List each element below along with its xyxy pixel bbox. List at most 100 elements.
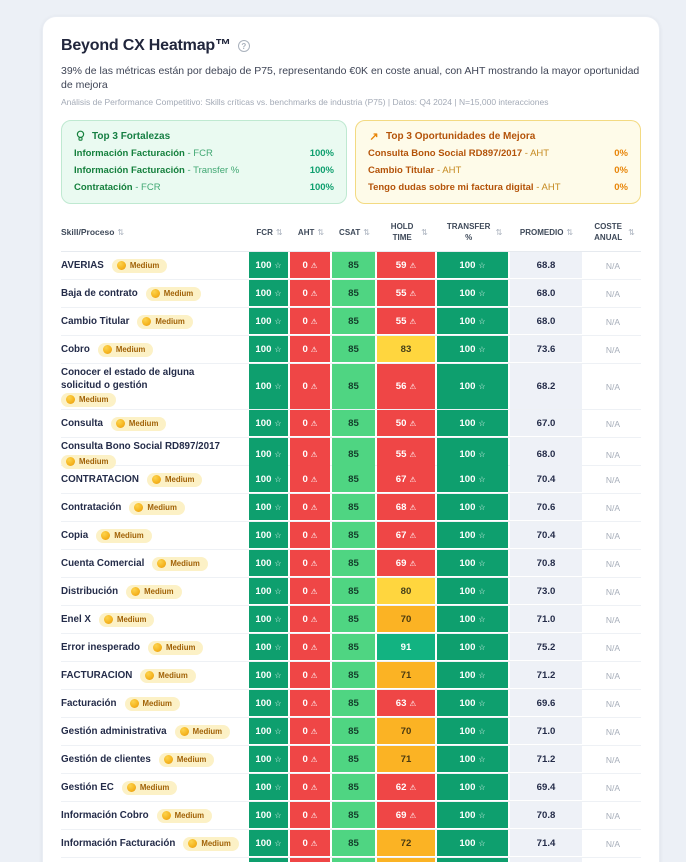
item-metric: - FCR [132,182,161,194]
sort-icon[interactable]: ⇅ [117,227,125,237]
aht-cell: 0⚠ [290,550,330,577]
sort-icon[interactable]: ⇅ [275,227,283,237]
priority-badge: Medium [174,724,231,739]
star-icon: ☆ [478,530,486,540]
priority-badge: Medium [96,528,152,543]
table-row[interactable]: CONTRATACION Medium 100 ☆ 0 ⚠ 85 67 ⚠ 100 ☆ … [61,466,641,495]
table-row[interactable]: Distribución Medium 100 ☆ 0 ⚠ 85 80 100 ☆ 7… [61,578,641,607]
warning-icon: ⚠ [310,530,318,540]
promedio-cell: 70.6 [510,494,582,521]
priority-badge-label: Medium [163,289,194,299]
column-header-transfer[interactable]: TRANSFER % ⇅ [446,222,503,242]
table-row[interactable]: Gestión de clientes Medium 100 ☆ 0 ⚠ 85 71… [61,746,641,775]
warning-icon: ⚠ [310,260,318,270]
transfer-cell: 100☆ [437,746,508,773]
star-icon: ☆ [478,782,486,792]
fcr-cell: 100☆ [249,466,288,493]
table-row[interactable]: FACTURACION Medium 100 ☆ 0 ⚠ 85 71 100 ☆ 71… [61,662,641,691]
sort-icon[interactable]: ⇅ [317,227,325,237]
hold-time-cell: 70 [377,718,435,745]
list-item: Información Facturación - FCR 100% [74,148,334,159]
fcr-cell: 100☆ [249,550,288,577]
skill-cell: Error inesperado Medium [61,634,249,661]
column-header-csat[interactable]: CSAT ⇅ [339,227,370,237]
fcr-cell: 100☆ [249,494,288,521]
hold-time-cell: 55 ⚠ [377,438,435,471]
table-row[interactable]: Información Facturación Medium 100 ☆ 0 ⚠ 8… [61,830,641,859]
column-header-coste-anual[interactable]: COSTE ANUAL ⇅ [594,222,635,242]
csat-cell: 85 [332,550,375,577]
table-row[interactable]: Información general Medium 100☆ 0⚠ 85 76… [61,858,641,862]
table-row[interactable]: Cobro Medium 100 ☆ 0 ⚠ 85 83 100 ☆ 73.6 N/A [61,336,641,365]
table-row[interactable]: Baja de contrato Medium 100 ☆ 0 ⚠ 85 55 ⚠ 1… [61,280,641,309]
priority-badge: Medium [145,286,202,301]
column-header-aht[interactable]: AHT ⇅ [297,227,325,237]
sort-icon[interactable]: ⇅ [566,227,574,237]
star-icon: ☆ [478,558,486,568]
table-row[interactable]: Cambio Titular Medium 100 ☆ 0 ⚠ 85 55 ⚠ 100… [61,308,641,337]
trend-up-icon: ↗ [369,130,379,143]
transfer-cell: 100☆ [437,718,508,745]
skill-cell: Gestión de clientes Medium [61,746,249,773]
table-row[interactable]: Conocer el estado de alguna solicitud o … [61,364,641,411]
table-row[interactable]: Consulta Bono Social RD897/2017 Medium 1… [61,438,641,471]
table-row[interactable]: Error inesperado Medium 100 ☆ 0 ⚠ 85 91 10… [61,634,641,663]
hold-time-cell: 72 [377,830,435,857]
table-row[interactable]: Consulta Medium 100 ☆ 0 ⚠ 85 50 ⚠ 100 ☆ 67.0… [61,410,641,439]
sort-icon[interactable]: ⇅ [363,227,370,237]
table-row[interactable]: Contratación Medium 100 ☆ 0 ⚠ 85 68 ⚠ 100 ☆ … [61,494,641,523]
item-skill: Tengo dudas sobre mi factura digital [368,182,534,194]
table-row[interactable]: Gestión administrativa Medium 100 ☆ 0 ⚠ 85… [61,718,641,747]
transfer-cell: 100☆ [437,466,508,493]
column-header-hold-time[interactable]: HOLD TIME ⇅ [390,222,428,242]
transfer-cell: 100☆ [437,522,508,549]
transfer-cell: 100☆ [437,662,508,689]
aht-cell: 0⚠ [290,802,330,829]
priority-badge: Medium [98,612,155,627]
help-icon[interactable]: ? [237,40,250,52]
warning-icon: ⚠ [409,260,417,270]
sort-icon[interactable]: ⇅ [421,227,428,237]
coste-anual-cell: N/A [605,418,621,429]
item-skill: Información Facturación [74,148,185,160]
table-row[interactable]: Gestión EC Medium 100 ☆ 0 ⚠ 85 62 ⚠ 100 ☆ 69… [61,774,641,803]
item-value: 100% [309,182,334,194]
csat-cell: 85 [332,336,375,363]
fcr-cell: 100☆ [249,252,288,279]
transfer-cell: 100☆ [437,830,508,857]
hold-time-cell: 83 [377,336,435,363]
aht-cell: 0⚠ [290,690,330,717]
skill-name: Consulta [61,417,103,429]
fcr-cell: 100☆ [249,336,288,363]
transfer-cell: 100☆ [437,438,508,471]
sort-icon[interactable]: ⇅ [495,227,503,237]
priority-badge: Medium [121,780,178,795]
star-icon: ☆ [478,698,486,708]
table-row[interactable]: AVERIAS Medium 100 ☆ 0 ⚠ 85 59 ⚠ 100 ☆ 68.8 … [61,252,641,281]
promedio-cell: 68.0 [510,280,582,307]
fcr-cell: 100☆ [249,858,288,862]
column-header-fcr[interactable]: FCR ⇅ [256,227,283,237]
table-row[interactable]: Información Cobro Medium 100 ☆ 0 ⚠ 85 69 ⚠ … [61,802,641,831]
table-row[interactable]: Cuenta Comercial Medium 100 ☆ 0 ⚠ 85 69 ⚠ 1… [61,550,641,579]
table-row[interactable]: Copia Medium 100 ☆ 0 ⚠ 85 67 ⚠ 100 ☆ 70.4 N/… [61,522,641,551]
skill-name: Copia [61,529,89,541]
promedio-cell: 69.4 [510,774,582,801]
warning-icon: ⚠ [310,782,318,792]
skill-cell: Facturación Medium [61,690,249,717]
fcr-cell: 100☆ [249,774,288,801]
column-header-skill[interactable]: Skill/Proceso ⇅ [61,227,125,238]
column-header-promedio[interactable]: PROMEDIO ⇅ [519,227,574,237]
promedio-cell: 71.2 [510,662,582,689]
opportunities-card: ↗ Top 3 Oportunidades de Mejora Consulta… [355,120,641,205]
skill-cell: AVERIAS Medium [61,252,249,279]
skill-cell: Consulta Bono Social RD897/2017 Medium [61,438,249,471]
aht-cell: 0⚠ [290,718,330,745]
promedio-cell: 75.2 [510,634,582,661]
promedio-cell: 71.0 [510,606,582,633]
table-row[interactable]: Facturación Medium 100 ☆ 0 ⚠ 85 63 ⚠ 100 ☆ 6… [61,690,641,719]
priority-badge: Medium [158,752,215,767]
sort-icon[interactable]: ⇅ [628,227,635,237]
table-row[interactable]: Enel X Medium 100 ☆ 0 ⚠ 85 70 100 ☆ 71.0 N/… [61,606,641,635]
priority-badge-label: Medium [142,699,172,709]
